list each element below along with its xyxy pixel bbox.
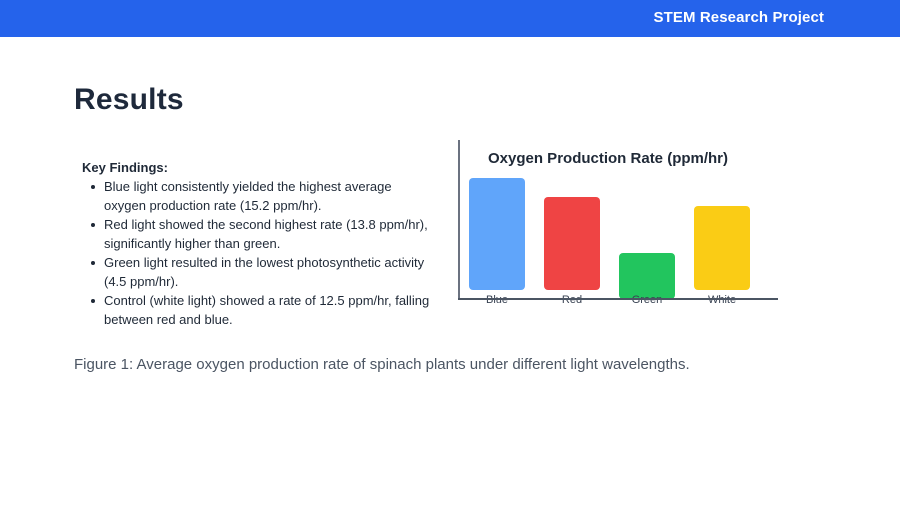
- x-label-white: White: [707, 294, 737, 306]
- chart-title: Oxygen Production Rate (ppm/hr): [488, 150, 729, 167]
- bar-green: [619, 253, 675, 299]
- project-title: STEM Research Project: [653, 9, 824, 26]
- finding-item: Control (white light) showed a rate of 1…: [82, 291, 432, 329]
- key-findings: Key Findings: Blue light consistently yi…: [82, 158, 432, 329]
- figure-caption: Figure 1: Average oxygen production rate…: [74, 356, 690, 373]
- x-label-blue: Blue: [485, 294, 509, 306]
- finding-item: Green light resulted in the lowest photo…: [82, 253, 432, 291]
- finding-item: Red light showed the second highest rate…: [82, 215, 432, 253]
- finding-item: Blue light consistently yielded the high…: [82, 177, 432, 215]
- bar-white: [694, 206, 750, 290]
- bar-red: [544, 197, 600, 290]
- header-bar: STEM Research Project: [0, 0, 900, 37]
- page-title: Results: [74, 83, 184, 116]
- bar-blue: [469, 178, 525, 290]
- oxygen-rate-chart: Oxygen Production Rate (ppm/hr) Blue Red…: [458, 140, 780, 315]
- x-axis: [458, 298, 778, 300]
- y-axis: [458, 140, 460, 300]
- x-label-green: Green: [631, 294, 663, 306]
- findings-list: Blue light consistently yielded the high…: [82, 177, 432, 329]
- x-label-red: Red: [561, 294, 583, 306]
- findings-heading: Key Findings:: [82, 160, 168, 175]
